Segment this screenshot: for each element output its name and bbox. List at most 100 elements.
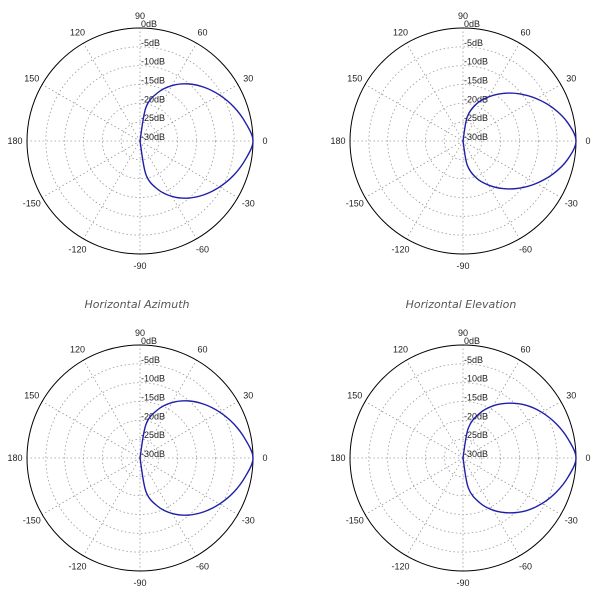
polar-chart-3: 0dB -5dB -10dB -15dB -20dB -25dB -30dB 0 30 60 90 1… — [7, 328, 267, 588]
grid-ring — [424, 419, 502, 497]
grid-ring — [83, 84, 197, 198]
grid-spoke — [139, 457, 239, 515]
grid-spoke — [41, 140, 141, 198]
r-tick-label: -15dB — [141, 393, 165, 403]
r-tick-label: -20dB — [464, 94, 488, 104]
r-tick-label: -30dB — [464, 449, 488, 459]
grid-spoke — [139, 457, 197, 557]
angle-tick-label: 90 — [135, 328, 145, 338]
grid-ring — [45, 363, 235, 553]
angle-tick-label: 120 — [70, 28, 85, 38]
r-tick-label: 0dB — [464, 19, 480, 29]
grid-spoke — [364, 401, 464, 459]
grid-ring — [443, 121, 483, 161]
angle-tick-label: 30 — [566, 74, 576, 84]
angle-tick-label: -120 — [391, 244, 409, 254]
r-tick-label: -25dB — [464, 430, 488, 440]
grid-spoke — [406, 457, 464, 557]
angle-tick-label: -120 — [68, 561, 86, 571]
grid-ring — [120, 121, 160, 161]
series-line — [139, 83, 254, 199]
r-tick-label: -5dB — [141, 355, 160, 365]
angle-tick-label: 90 — [458, 11, 468, 21]
r-tick-label: -15dB — [464, 76, 488, 86]
angle-tick-label: 150 — [24, 391, 39, 401]
grid-ring — [64, 65, 216, 217]
grid-spoke — [139, 140, 197, 240]
grid-ring — [368, 46, 558, 236]
angle-tick-label: 180 — [330, 453, 345, 463]
r-tick-label: -20dB — [141, 411, 165, 421]
polar-chart-1: 0dB -5dB -10dB -15dB -20dB -25dB -30dB 0 30 60 90 1… — [7, 11, 267, 271]
r-tick-label: -10dB — [141, 57, 165, 67]
angle-tick-label: 90 — [458, 328, 468, 338]
angle-tick-label: -120 — [391, 561, 409, 571]
angle-tick-label: 60 — [520, 28, 530, 38]
angle-tick-label: 90 — [135, 11, 145, 21]
angle-tick-label: 150 — [347, 391, 362, 401]
angle-tick-label: -60 — [519, 244, 532, 254]
angle-tick-label: -90 — [456, 261, 469, 271]
angle-tick-label: 30 — [243, 74, 253, 84]
chart-title-bottom-left: Horizontal Azimuth — [84, 298, 190, 311]
angle-tick-label: -30 — [242, 199, 255, 209]
grid-ring — [120, 438, 160, 478]
r-tick-label: -20dB — [141, 94, 165, 104]
r-tick-label: -25dB — [141, 113, 165, 123]
angle-tick-label: 120 — [70, 345, 85, 355]
r-tick-label: -15dB — [464, 393, 488, 403]
angle-tick-label: 60 — [197, 345, 207, 355]
r-tick-label: -15dB — [141, 76, 165, 86]
angle-tick-label: -30 — [565, 516, 578, 526]
angle-tick-label: -90 — [456, 578, 469, 588]
angle-tick-label: 150 — [24, 74, 39, 84]
angle-tick-label: -60 — [519, 561, 532, 571]
r-tick-label: -30dB — [464, 132, 488, 142]
grid-ring — [424, 102, 502, 180]
angle-tick-label: -30 — [565, 199, 578, 209]
grid-spoke — [364, 140, 464, 198]
grid-spoke — [139, 359, 197, 459]
r-tick-label: 0dB — [464, 336, 480, 346]
grid-ring — [101, 419, 179, 497]
angle-tick-label: 60 — [197, 28, 207, 38]
grid-ring — [387, 65, 539, 217]
grid-spoke — [462, 457, 520, 557]
grid-spoke — [41, 84, 141, 142]
angle-tick-label: 0 — [585, 453, 590, 463]
grid-ring — [83, 401, 197, 515]
r-tick-label: 0dB — [141, 336, 157, 346]
grid-spoke — [406, 140, 464, 240]
angle-tick-label: 0 — [262, 453, 267, 463]
grid-ring — [406, 401, 520, 515]
grid-spoke — [462, 140, 520, 240]
r-tick-label: -5dB — [464, 355, 483, 365]
grid-spoke — [83, 457, 141, 557]
r-tick-label: 0dB — [141, 19, 157, 29]
grid-ring — [45, 46, 235, 236]
grid-spoke — [462, 457, 562, 515]
angle-tick-label: 120 — [393, 345, 408, 355]
grid-ring — [368, 363, 558, 553]
grid-spoke — [364, 457, 464, 515]
grid-spoke — [139, 140, 239, 198]
r-tick-label: -30dB — [141, 132, 165, 142]
r-tick-label: -30dB — [141, 449, 165, 459]
r-tick-label: -5dB — [464, 38, 483, 48]
angle-tick-label: 180 — [330, 136, 345, 146]
angle-tick-label: 0 — [585, 136, 590, 146]
series-line — [462, 402, 577, 514]
r-tick-label: -25dB — [464, 113, 488, 123]
grid-spoke — [462, 140, 562, 198]
grid-spoke — [41, 457, 141, 515]
grid-spoke — [462, 359, 520, 459]
r-tick-label: -25dB — [141, 430, 165, 440]
r-tick-label: -5dB — [141, 38, 160, 48]
r-tick-label: -10dB — [141, 374, 165, 384]
angle-tick-label: -150 — [23, 516, 41, 526]
angle-tick-label: -150 — [346, 516, 364, 526]
angle-tick-label: 180 — [7, 136, 22, 146]
r-tick-label: -10dB — [464, 57, 488, 67]
